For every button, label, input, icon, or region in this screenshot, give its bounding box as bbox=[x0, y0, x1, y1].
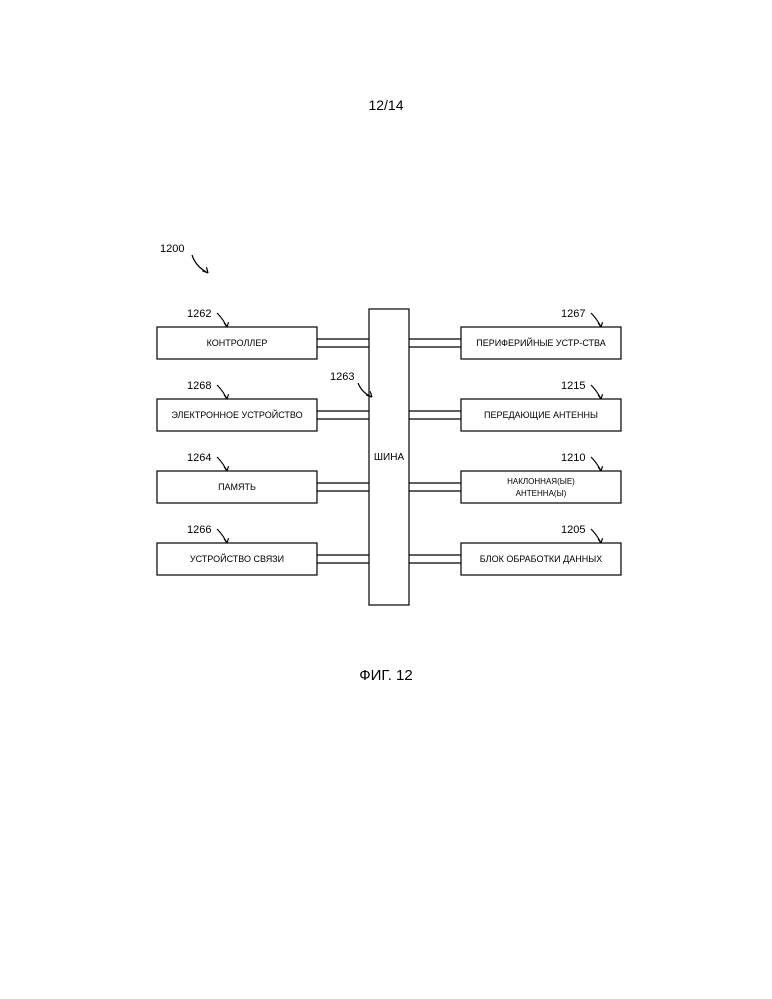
bus-ref: 1263 bbox=[330, 371, 354, 383]
bus-label: ШИНА bbox=[374, 452, 405, 463]
system-ref: 1200 bbox=[160, 243, 184, 255]
svg-text:НАКЛОННАЯ(ЫЕ): НАКЛОННАЯ(ЫЕ) bbox=[507, 477, 575, 486]
figure-caption: ФИГ. 12 bbox=[359, 667, 413, 684]
block-label-periph: ПЕРИФЕРИЙНЫЕ УСТР-СТВА bbox=[476, 337, 606, 348]
block-tiltant bbox=[461, 471, 621, 503]
ref-tiltant: 1210 bbox=[561, 452, 585, 464]
block-label-comm: УСТРОЙСТВО СВЯЗИ bbox=[190, 553, 284, 564]
block-label-txant: ПЕРЕДАЮЩИЕ АНТЕННЫ bbox=[484, 410, 598, 420]
block-label-edevice: ЭЛЕКТРОННОЕ УСТРОЙСТВО bbox=[171, 409, 302, 420]
ref-dpu: 1205 bbox=[561, 524, 585, 536]
ref-memory: 1264 bbox=[187, 452, 211, 464]
block-label-controller: КОНТРОЛЛЕР bbox=[207, 338, 268, 348]
ref-txant: 1215 bbox=[561, 380, 585, 392]
ref-comm: 1266 bbox=[187, 524, 211, 536]
block-label-dpu: БЛОК ОБРАБОТКИ ДАННЫХ bbox=[480, 554, 602, 564]
ref-controller: 1262 bbox=[187, 308, 211, 320]
ref-periph: 1267 bbox=[561, 308, 585, 320]
page-number: 12/14 bbox=[368, 97, 403, 113]
ref-edevice: 1268 bbox=[187, 380, 211, 392]
diagram-canvas: 12/14 1200 ШИНА 1263 КОНТРОЛЛЕР 1262 ЭЛЕКТРОНН… bbox=[0, 0, 772, 999]
svg-text:АНТЕННА(Ы): АНТЕННА(Ы) bbox=[516, 489, 567, 498]
block-label-memory: ПАМЯТЬ bbox=[218, 482, 256, 492]
